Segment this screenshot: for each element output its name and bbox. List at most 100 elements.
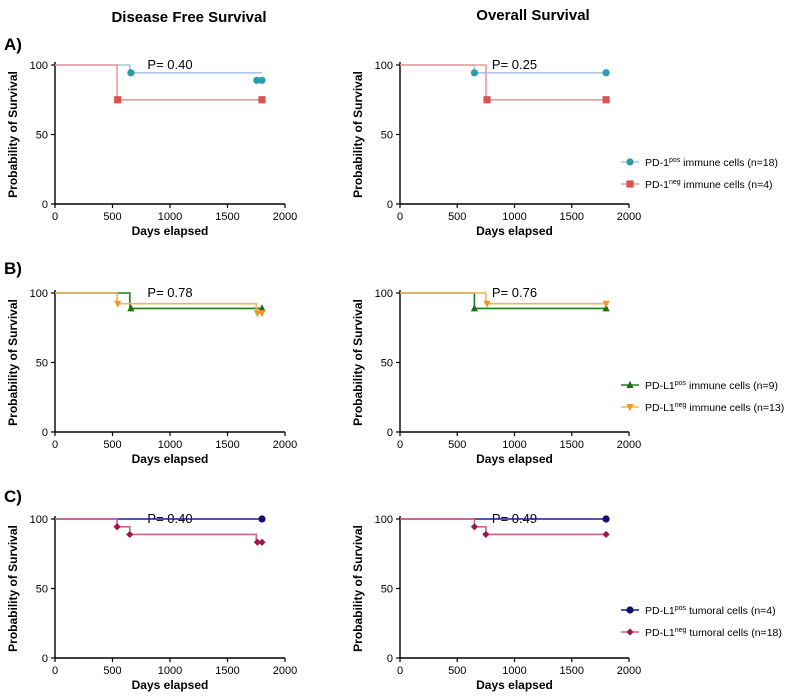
censor-marker-pd1_neg [483,96,491,104]
panel-2-0: 0 500 1000 1500 2000 0 50 100 Days elapsed Probab… [6,511,297,692]
p-value-label: P= 0.78 [147,285,192,300]
p-value-label: P= 0.76 [492,285,537,300]
x-axis-title: Days elapsed [476,452,553,466]
legend-label-pdl1_tum_pos: PD-L1pos tumoral cells (n=4) [645,605,776,617]
censor-marker-pdl1_tum_neg [258,538,266,546]
legend-label-pdl1_imm_neg: PD-L1neg immune cells (n=13) [645,402,784,414]
legend-swatch-marker-pd1_neg [626,180,634,188]
y-tick-label: 0 [42,427,48,439]
series-line-pdl1_tum_neg [400,518,607,536]
x-tick-label: 2000 [617,665,641,677]
y-tick-label: 50 [36,584,48,596]
y-tick-label: 50 [36,358,48,370]
y-tick-label: 50 [381,358,393,370]
x-tick-label: 1000 [502,211,526,223]
legend-label-pdl1_imm_pos: PD-L1pos immune cells (n=9) [645,380,778,392]
x-tick-label: 500 [103,211,121,223]
censor-marker-pd1_pos [127,69,135,77]
censor-marker-pdl1_imm_pos [470,304,479,312]
y-tick-label: 100 [30,60,48,72]
y-tick-label: 50 [36,130,48,142]
legend-row-0: PD-1pos immune cells (n=18) PD-1neg immun… [621,157,778,191]
y-axis-title: Probability of Survival [6,299,20,426]
y-tick-label: 0 [387,427,393,439]
y-tick-label: 100 [375,60,393,72]
x-tick-label: 2000 [617,211,641,223]
y-axis-title: Probability of Survival [351,71,365,198]
legend-row-2: PD-L1pos tumoral cells (n=4) PD-L1neg tum… [621,605,782,639]
censor-marker-pdl1_tum_pos [602,515,610,523]
x-tick-label: 0 [52,665,58,677]
x-tick-label: 500 [448,439,466,451]
censor-marker-pd1_pos [253,76,261,84]
x-tick-label: 0 [397,665,403,677]
column-title-disease-free: Disease Free Survival [111,9,266,26]
p-value-label: P= 0.40 [147,57,192,72]
y-tick-label: 50 [381,584,393,596]
panel-label-c: C) [4,487,22,506]
panel-label-a: A) [4,35,22,54]
x-tick-label: 1000 [502,439,526,451]
legend-swatch-marker-pdl1_imm_neg [626,404,634,412]
censor-marker-pdl1_imm_neg [114,300,122,308]
censor-marker-pdl1_imm_neg [258,310,266,318]
panel-0-1: 0 500 1000 1500 2000 0 50 100 Days elapsed Probab… [351,57,641,238]
censor-marker-pd1_neg [602,96,610,104]
x-tick-label: 1000 [158,439,182,451]
panel-2-1: 0 500 1000 1500 2000 0 50 100 Days elapsed Probab… [351,511,641,692]
x-tick-label: 1500 [215,211,239,223]
legend-swatch-marker-pd1_pos [626,158,634,166]
censor-marker-pdl1_imm_pos [127,304,135,312]
p-value-label: P= 0.25 [492,57,537,72]
censor-marker-pdl1_imm_neg [253,310,261,318]
x-tick-label: 2000 [273,211,297,223]
legend-swatch-marker-pdl1_tum_pos [626,606,634,614]
column-title-overall: Overall Survival [476,7,589,24]
legends-layer: PD-1pos immune cells (n=18) PD-1neg immun… [621,157,784,639]
censor-marker-pdl1_tum_pos [258,515,266,523]
x-tick-label: 2000 [273,439,297,451]
censor-marker-pdl1_tum_neg [482,530,490,539]
x-tick-label: 0 [397,439,403,451]
x-axis-title: Days elapsed [476,224,553,238]
legend-row-1: PD-L1pos immune cells (n=9) PD-L1neg immu… [621,380,784,414]
x-tick-label: 500 [103,665,121,677]
y-tick-label: 100 [30,514,48,526]
y-axis-title: Probability of Survival [351,299,365,426]
x-tick-label: 1000 [158,211,182,223]
censor-marker-pdl1_tum_neg [126,530,134,539]
x-tick-label: 1500 [215,439,239,451]
legend-swatch-marker-pdl1_tum_neg [626,628,634,636]
x-tick-label: 1000 [502,665,526,677]
series-line-pd1_neg [400,64,607,101]
legend-label-pd1_pos: PD-1pos immune cells (n=18) [645,157,778,169]
legend-swatch-marker-pdl1_imm_pos [626,380,634,388]
x-tick-label: 1000 [158,665,182,677]
y-tick-label: 100 [375,288,393,300]
x-axis-title: Days elapsed [132,678,209,692]
legend-label-pdl1_tum_neg: PD-L1neg tumoral cells (n=18) [645,627,782,639]
x-tick-label: 1500 [215,665,239,677]
y-tick-label: 0 [42,653,48,665]
x-tick-label: 2000 [273,665,297,677]
y-tick-label: 0 [42,199,48,211]
x-tick-label: 1500 [560,665,584,677]
legend-label-pd1_neg: PD-1neg immune cells (n=4) [645,179,773,191]
censor-marker-pdl1_tum_neg [602,530,610,539]
y-axis-title: Probability of Survival [6,525,20,652]
censor-marker-pdl1_imm_pos [258,304,266,312]
y-axis-title: Probability of Survival [6,71,20,198]
y-tick-label: 50 [381,130,393,142]
censor-marker-pd1_neg [114,96,122,104]
y-tick-label: 100 [375,514,393,526]
x-tick-label: 500 [448,211,466,223]
censor-marker-pd1_pos [602,69,610,77]
panel-1-0: 0 500 1000 1500 2000 0 50 100 Days elapsed Probab… [6,285,297,466]
panel-0-0: 0 500 1000 1500 2000 0 50 100 Days elapsed Probab… [6,57,297,238]
x-tick-label: 1500 [560,211,584,223]
censor-marker-pd1_neg [258,96,266,104]
x-tick-label: 0 [397,211,403,223]
series-line-pd1_neg [55,64,262,101]
x-tick-label: 0 [52,211,58,223]
